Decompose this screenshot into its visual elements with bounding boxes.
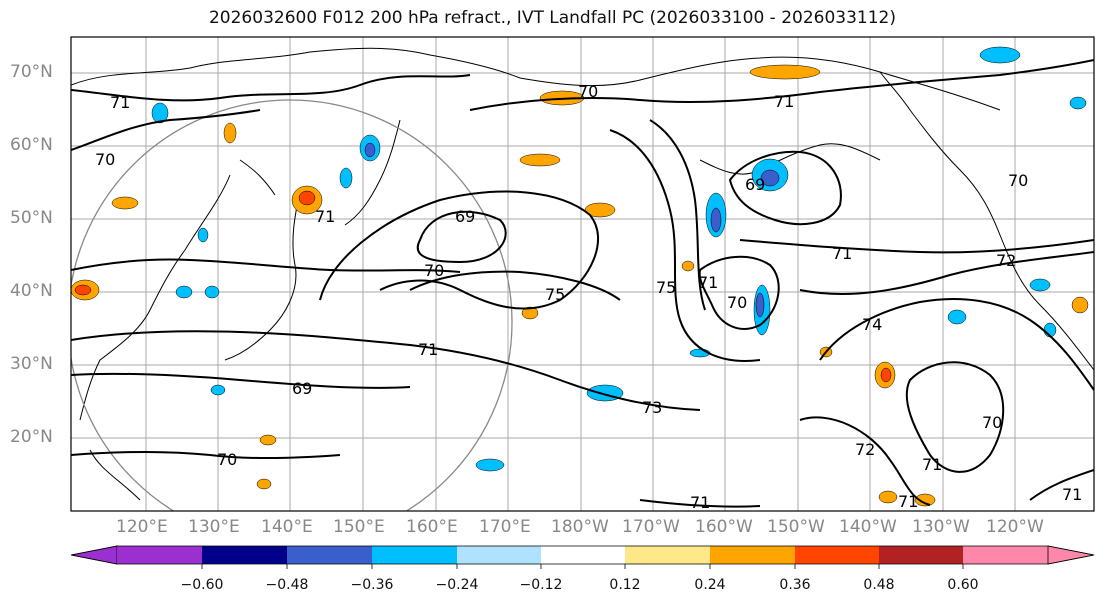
lon-label: 140°W — [839, 517, 897, 537]
colorbar-tick-label: −0.12 — [519, 577, 563, 593]
contour-label: 72 — [855, 440, 875, 459]
contour-label: 71 — [832, 244, 852, 263]
contour-label: 71 — [698, 273, 718, 292]
lon-label: 160°W — [695, 517, 753, 537]
lon-label: 170°E — [479, 517, 531, 537]
lon-label: 120°W — [986, 517, 1044, 537]
contour-label: 71 — [922, 455, 942, 474]
lon-label: 120°E — [116, 517, 168, 537]
contour-label: 71 — [898, 492, 918, 511]
lon-label: 150°W — [767, 517, 825, 537]
lon-label: 140°E — [261, 517, 313, 537]
contour-label: 73 — [642, 398, 662, 417]
colorbar-tick-label: 0.24 — [694, 577, 726, 593]
lat-label: 20°N — [10, 427, 53, 447]
contour-label: 69 — [455, 207, 475, 226]
range-ring — [71, 99, 513, 511]
refractivity-contours — [71, 59, 1094, 508]
colorbar-tick-label: 0.48 — [863, 577, 895, 593]
colorbar-tick-label: −0.36 — [350, 577, 394, 593]
contour-label: 70 — [95, 150, 115, 169]
contour-label: 71 — [110, 93, 130, 112]
colorbar-tick-label: 0.12 — [609, 577, 641, 593]
contour-label: 71 — [774, 92, 794, 111]
shading-positive — [71, 64, 1089, 507]
contour-label: 69 — [745, 175, 765, 194]
lat-label: 60°N — [10, 135, 53, 155]
contour-label: 71 — [690, 493, 710, 512]
colorbar-tick-label: 0.36 — [779, 577, 811, 593]
graticule — [71, 37, 1094, 511]
lon-label: 170°W — [622, 517, 680, 537]
contour-label: 71 — [315, 207, 335, 226]
lon-label: 130°W — [912, 517, 970, 537]
colorbar-tick-label: −0.48 — [265, 577, 309, 593]
colorbar — [70, 545, 1095, 569]
contour-label: 70 — [1008, 171, 1028, 190]
contour-label: 70 — [982, 413, 1002, 432]
contour-label: 75 — [545, 285, 565, 304]
lon-label: 130°E — [188, 517, 240, 537]
contour-label: 70 — [578, 82, 598, 101]
lat-label: 40°N — [10, 281, 53, 301]
contour-label: 69 — [292, 379, 312, 398]
contour-label: 70 — [217, 450, 237, 469]
shading-negative — [151, 46, 1087, 472]
lat-label: 50°N — [10, 208, 53, 228]
contour-label: 75 — [656, 278, 676, 297]
contour-label: 72 — [996, 251, 1016, 270]
contour-label: 71 — [1062, 485, 1082, 504]
contour-label: 71 — [418, 340, 438, 359]
contour-label: 70 — [424, 261, 444, 280]
colorbar-tick-label: −0.60 — [180, 577, 224, 593]
contour-labels: 71 70 70 71 69 70 75 75 71 70 69 71 70 7… — [95, 82, 1082, 512]
map-title: 2026032600 F012 200 hPa refract., IVT La… — [208, 8, 896, 28]
lon-label: 180°W — [551, 517, 609, 537]
lat-label: 30°N — [10, 354, 53, 374]
lon-label: 150°E — [333, 517, 385, 537]
lat-label: 70°N — [10, 62, 53, 82]
lon-label: 160°E — [406, 517, 458, 537]
colorbar-tick-label: −0.24 — [435, 577, 479, 593]
contour-label: 70 — [727, 293, 747, 312]
map-frame — [70, 36, 1095, 512]
colorbar-tick-label: 0.60 — [947, 577, 979, 593]
contour-label: 74 — [862, 315, 882, 334]
